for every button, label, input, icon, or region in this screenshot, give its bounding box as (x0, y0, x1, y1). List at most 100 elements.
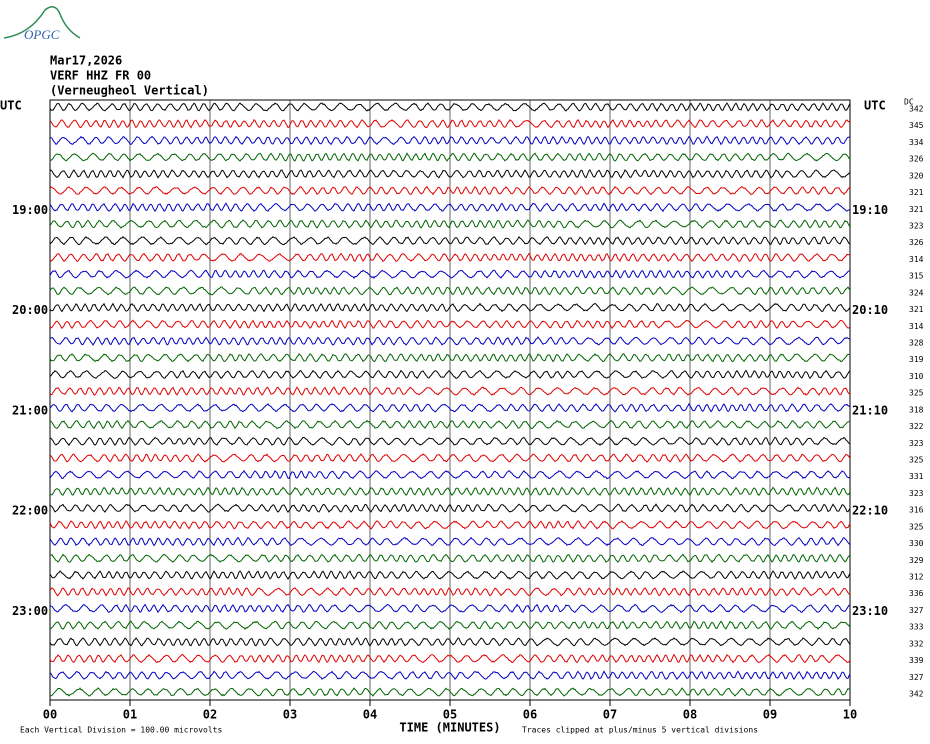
dc-value: 323 (909, 489, 924, 498)
dc-value: 324 (909, 288, 924, 297)
x-tick-label: 10 (843, 708, 857, 722)
trace (49, 486, 851, 497)
trace (49, 687, 851, 697)
dc-title: DC (904, 98, 914, 107)
trace (49, 269, 851, 279)
dc-value: 310 (909, 372, 924, 381)
trace (49, 252, 850, 263)
dc-value: 323 (909, 222, 924, 231)
trace (49, 653, 851, 664)
trace (49, 219, 851, 229)
dc-value: 325 (909, 456, 924, 465)
trace (49, 402, 851, 413)
x-tick-label: 05 (443, 708, 457, 722)
trace (49, 152, 851, 162)
trace (49, 336, 851, 347)
right-time-label: 21:10 (852, 403, 888, 417)
x-tick-label: 09 (763, 708, 777, 722)
x-tick-label: 00 (43, 708, 57, 722)
dc-value: 326 (909, 155, 924, 164)
logo-curve (3, 6, 81, 39)
trace (49, 369, 851, 380)
date: Mar17,2026 (50, 54, 122, 68)
scale-note: Each Vertical Division = 100.00 microvol… (20, 726, 222, 735)
trace (49, 620, 851, 630)
dc-value: 312 (909, 573, 924, 582)
dc-value: 326 (909, 238, 924, 247)
dc-value: 331 (909, 472, 924, 481)
logo: OPGC (24, 27, 60, 42)
x-title: TIME (MINUTES) (399, 721, 500, 735)
trace (49, 586, 851, 597)
trace (49, 520, 851, 530)
trace (49, 553, 851, 564)
left-time-label: 22:00 (12, 504, 48, 518)
right-time-label: 19:10 (852, 203, 888, 217)
dc-value: 342 (909, 105, 924, 114)
dc-value: 329 (909, 556, 924, 565)
trace (49, 386, 851, 396)
x-tick-label: 04 (363, 708, 377, 722)
x-tick-label: 03 (283, 708, 297, 722)
trace (49, 185, 851, 196)
x-tick-label: 06 (523, 708, 537, 722)
trace (50, 135, 851, 146)
trace (49, 286, 851, 296)
x-tick-label: 07 (603, 708, 617, 722)
dc-value: 342 (909, 690, 924, 699)
trace (49, 169, 851, 179)
trace (49, 102, 851, 112)
dc-value: 321 (909, 205, 924, 214)
left-title: UTC (0, 99, 22, 113)
dc-value: 334 (909, 138, 924, 147)
dc-value: 339 (909, 656, 924, 665)
trace (49, 202, 851, 213)
x-tick-label: 01 (123, 708, 137, 722)
right-title: UTC (864, 99, 886, 113)
trace (49, 603, 851, 614)
dc-value: 323 (909, 439, 924, 448)
station: VERF HHZ FR 00 (50, 69, 151, 83)
dc-value: 316 (909, 506, 924, 515)
dc-value: 314 (909, 322, 924, 331)
dc-value: 319 (909, 355, 924, 364)
dc-value: 336 (909, 589, 924, 598)
dc-value: 345 (909, 121, 924, 130)
trace (49, 469, 851, 480)
dc-value: 321 (909, 188, 924, 197)
trace (49, 419, 851, 430)
dc-value: 333 (909, 623, 924, 632)
left-time-label: 19:00 (12, 203, 48, 217)
dc-value: 321 (909, 305, 924, 314)
trace (49, 637, 851, 647)
right-time-label: 23:10 (852, 604, 888, 618)
dc-value: 327 (909, 606, 924, 615)
left-time-label: 23:00 (12, 604, 48, 618)
dc-value: 318 (909, 405, 924, 414)
trace (49, 302, 851, 313)
trace (49, 436, 851, 446)
left-time-label: 20:00 (12, 303, 48, 317)
right-time-label: 22:10 (852, 504, 888, 518)
trace (49, 453, 851, 463)
dc-value: 330 (909, 539, 924, 548)
trace (49, 570, 851, 580)
dc-value: 325 (909, 522, 924, 531)
dc-value: 328 (909, 339, 924, 348)
dc-value: 327 (909, 673, 924, 682)
dc-value: 315 (909, 272, 924, 281)
location: (Verneugheol Vertical) (50, 84, 209, 98)
dc-value: 320 (909, 171, 924, 180)
trace (49, 319, 851, 330)
dc-value: 322 (909, 422, 924, 431)
trace (49, 670, 851, 681)
x-tick-label: 08 (683, 708, 697, 722)
trace (49, 119, 851, 129)
dc-value: 325 (909, 389, 924, 398)
dc-value: 314 (909, 255, 924, 264)
right-time-label: 20:10 (852, 303, 888, 317)
dc-value: 332 (909, 639, 924, 648)
x-tick-label: 02 (203, 708, 217, 722)
trace (49, 353, 851, 363)
